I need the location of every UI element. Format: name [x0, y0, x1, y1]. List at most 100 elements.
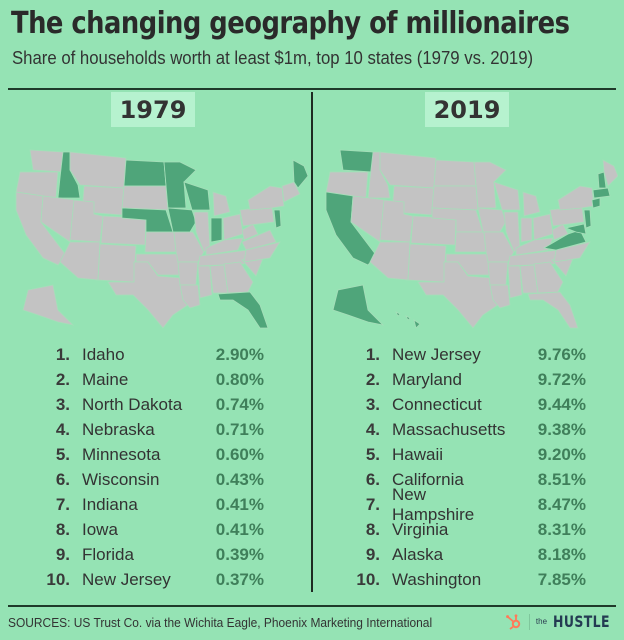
state-maine: [292, 159, 309, 189]
state-arkansas: [177, 261, 199, 286]
logo-the-text: the: [535, 617, 548, 626]
state-wisconsin: [493, 181, 521, 211]
center-divider: [311, 92, 313, 592]
share-value: 0.41%: [215, 519, 264, 539]
us-map-1979: [8, 130, 309, 330]
state-name: New Jersey: [82, 569, 171, 589]
state-hawaii: [395, 311, 421, 329]
bottom-divider: [8, 605, 616, 607]
state-indiana: [210, 217, 223, 243]
sources-note: SOURCES: US Trust Co. via the Wichita Ea…: [8, 615, 433, 630]
list-item: 2. Maine 0.80%: [30, 367, 280, 392]
list-item: 10. New Jersey 0.37%: [30, 567, 280, 592]
share-value: 7.85%: [537, 569, 586, 589]
state-name: New Hampshire: [392, 484, 475, 524]
state-name: Maine: [82, 369, 129, 389]
rank-number: 4.: [55, 419, 70, 439]
rank-number: 7.: [365, 494, 380, 514]
state-name: Iowa: [82, 519, 118, 539]
chart-title: The changing geography of millionaires: [11, 6, 570, 41]
rank-number: 6.: [365, 469, 380, 489]
rank-number: 3.: [365, 394, 380, 414]
state-name: Virginia: [392, 519, 449, 539]
state-west-virginia: [551, 223, 569, 241]
state-south-dakota: [431, 185, 479, 211]
state-indiana: [520, 217, 533, 243]
state-alaska: [22, 284, 75, 326]
list-item: 1. New Jersey 9.76%: [340, 342, 600, 367]
state-iowa: [477, 207, 507, 233]
rank-list-2019: 1. New Jersey 9.76% 2. Maryland 9.72% 3. Conn…: [340, 342, 600, 592]
state-new-hampshire: [597, 171, 607, 189]
list-item: 4. Nebraska 0.71%: [30, 417, 280, 442]
share-value: 2.90%: [215, 344, 264, 364]
state-arkansas: [487, 261, 509, 286]
share-value: 9.20%: [537, 444, 586, 464]
year-badge-1979: 1979: [111, 92, 195, 127]
state-arizona: [369, 241, 411, 281]
us-map-svg: [325, 149, 619, 329]
state-montana: [69, 151, 127, 189]
map-states: [325, 149, 619, 329]
rank-number: 7.: [55, 494, 70, 514]
share-value: 0.39%: [215, 544, 264, 564]
state-name: Washington: [392, 569, 482, 589]
share-value: 9.72%: [537, 369, 586, 389]
state-name: Connecticut: [392, 394, 482, 414]
state-texas: [417, 261, 499, 329]
list-item: 3. North Dakota 0.74%: [30, 392, 280, 417]
state-colorado: [410, 215, 457, 246]
list-item: 8. Virginia 8.31%: [340, 517, 600, 542]
state-tennessee: [507, 249, 559, 267]
state-louisiana: [489, 284, 511, 309]
share-value: 8.51%: [537, 469, 586, 489]
state-name: California: [392, 469, 464, 489]
state-new-york: [247, 185, 285, 211]
rank-number: 3.: [55, 394, 70, 414]
list-item: 7. New Hampshire 8.47%: [340, 485, 600, 524]
rank-number: 2.: [55, 369, 70, 389]
chart-subtitle: Share of households worth at least $1m, …: [12, 48, 534, 68]
state-ohio: [532, 213, 554, 241]
state-new-jersey: [273, 209, 282, 229]
state-arizona: [59, 241, 101, 281]
brand-logo: the HUSTLE: [505, 612, 614, 631]
state-name: Massachusetts: [392, 419, 506, 439]
list-item: 5. Minnesota 0.60%: [30, 442, 280, 467]
state-georgia: [533, 261, 564, 294]
state-name: Indiana: [82, 494, 138, 514]
list-item: 9. Florida 0.39%: [30, 542, 280, 567]
state-new-york: [557, 185, 595, 211]
list-item: 7. Indiana 0.41%: [30, 492, 280, 517]
state-kentucky: [205, 237, 244, 256]
share-value: 8.31%: [537, 519, 586, 539]
rank-list-1979: 1. Idaho 2.90% 2. Maine 0.80% 3. North Dakota…: [30, 342, 280, 592]
share-value: 9.38%: [537, 419, 586, 439]
rank-number: 5.: [55, 444, 70, 464]
list-item: 3. Connecticut 9.44%: [340, 392, 600, 417]
state-ohio: [222, 213, 244, 241]
state-florida: [527, 291, 579, 329]
top-divider: [8, 88, 616, 90]
state-maine: [602, 159, 619, 187]
state-new-mexico: [407, 243, 447, 283]
state-new-jersey: [583, 209, 592, 229]
us-map-2019: [318, 130, 619, 330]
state-texas: [107, 261, 189, 329]
state-west-virginia: [241, 223, 259, 241]
share-value: 0.60%: [215, 444, 264, 464]
share-value: 0.71%: [215, 419, 264, 439]
state-tennessee: [197, 249, 249, 267]
state-alaska: [332, 284, 385, 326]
state-mississippi: [507, 265, 523, 299]
rank-number: 10.: [46, 569, 70, 589]
state-north-carolina: [243, 241, 281, 263]
state-name: Wisconsin: [82, 469, 160, 489]
share-value: 9.76%: [537, 344, 586, 364]
rank-number: 8.: [55, 519, 70, 539]
state-name: Nebraska: [82, 419, 155, 439]
state-wisconsin: [183, 181, 211, 211]
state-connecticut: [591, 197, 601, 209]
rank-number: 6.: [55, 469, 70, 489]
state-new-england: [281, 181, 301, 203]
